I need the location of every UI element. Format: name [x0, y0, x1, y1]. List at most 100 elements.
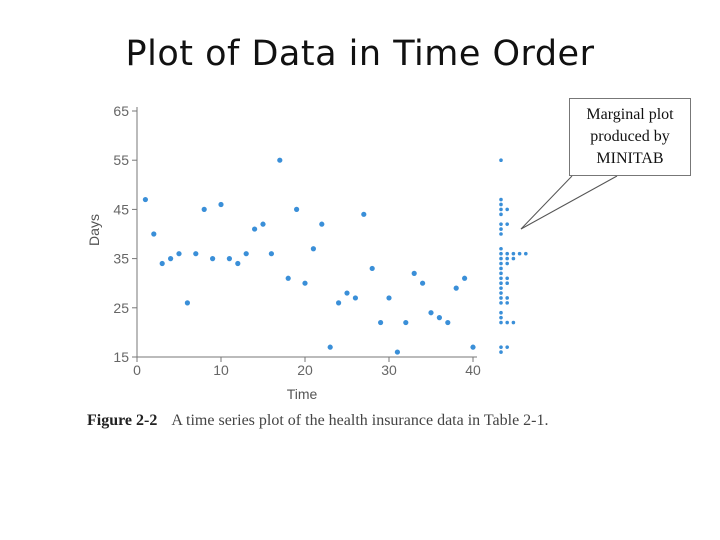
data-point: [420, 280, 426, 286]
data-point: [210, 256, 216, 262]
data-point: [327, 344, 333, 350]
callout-box: Marginal plot produced by MINITAB: [569, 98, 691, 176]
marginal-dot: [499, 222, 503, 226]
axes: 15 25 35 45 55 65 0 10 20 30 40 Time Days: [86, 103, 481, 402]
marginal-dot: [499, 202, 503, 207]
x-axis-label: Time: [287, 386, 318, 402]
marginal-dot: [499, 197, 503, 202]
x-tick-label: 20: [297, 362, 313, 378]
data-point: [369, 265, 375, 272]
data-point: [453, 285, 459, 291]
marginal-dot: [499, 256, 503, 261]
marginal-dotplot: [499, 158, 528, 354]
callout-pointer-line: [520, 175, 618, 230]
marginal-dot: [499, 296, 503, 300]
marginal-dot: [499, 212, 503, 217]
marginal-dot: [524, 251, 528, 256]
data-point: [445, 319, 451, 326]
marginal-dot: [505, 207, 510, 212]
marginal-dot: [499, 345, 503, 349]
data-point: [302, 280, 308, 286]
data-point: [319, 221, 325, 227]
data-point: [310, 246, 316, 252]
marginal-dot: [505, 301, 510, 305]
data-point: [470, 344, 476, 350]
data-point: [277, 157, 283, 163]
marginal-dot: [499, 320, 503, 325]
marginal-dot: [505, 276, 510, 281]
data-point: [462, 275, 468, 281]
data-point: [151, 231, 157, 237]
marginal-dot: [505, 222, 510, 226]
marginal-dot: [499, 158, 503, 162]
marginal-dot: [499, 286, 503, 290]
figure-caption: Figure 2-2 A time series plot of the heal…: [87, 412, 549, 430]
marginal-dot: [499, 291, 503, 295]
marginal-dot: [499, 227, 503, 231]
data-point: [394, 349, 400, 355]
data-point: [352, 295, 358, 301]
caption-text: A time series plot of the health insuran…: [171, 412, 549, 429]
callout-pointer-line: [520, 175, 573, 230]
data-point: [336, 300, 342, 306]
marginal-dot: [499, 281, 503, 286]
y-tick-label: 55: [113, 152, 129, 168]
marginal-dot: [505, 281, 510, 286]
data-point: [436, 315, 442, 321]
marginal-dot: [499, 207, 503, 212]
data-point: [176, 251, 182, 257]
marginal-dot: [499, 350, 503, 354]
marginal-dot: [511, 256, 516, 261]
data-point: [403, 319, 409, 326]
y-tick-label: 65: [113, 103, 129, 119]
data-point: [378, 319, 384, 326]
marginal-dot: [505, 345, 510, 349]
data-point: [252, 226, 258, 232]
callout-text: Marginal plot produced by MINITAB: [586, 106, 674, 167]
data-point: [411, 270, 417, 276]
marginal-dot: [505, 251, 510, 256]
x-tick-label: 0: [133, 362, 141, 378]
marginal-dot: [505, 261, 510, 266]
marginal-dot: [499, 232, 503, 236]
x-tick-label: 10: [213, 362, 229, 378]
marginal-dot: [499, 310, 503, 315]
figure-number: Figure 2-2: [87, 412, 158, 429]
data-point: [193, 251, 199, 257]
data-point: [218, 201, 224, 208]
data-point: [243, 251, 249, 257]
data-point: [386, 295, 392, 301]
marginal-dot: [499, 261, 503, 266]
data-point: [226, 256, 232, 262]
marginal-dot: [499, 246, 503, 251]
y-tick-label: 45: [113, 201, 129, 217]
data-point: [159, 260, 165, 267]
marginal-dot: [517, 251, 522, 256]
marginal-dot: [505, 296, 510, 300]
y-tick-label: 25: [113, 300, 129, 316]
data-point: [268, 251, 274, 257]
marginal-dot: [505, 320, 510, 325]
marginal-dot: [499, 301, 503, 305]
marginal-dot: [499, 251, 503, 256]
data-point: [168, 256, 174, 262]
data-point: [294, 206, 300, 212]
data-point: [142, 196, 148, 203]
data-point: [285, 275, 291, 281]
data-point: [428, 310, 434, 316]
data-point: [260, 221, 266, 227]
y-axis-label: Days: [86, 214, 102, 246]
x-tick-label: 40: [465, 362, 481, 378]
marginal-dot: [499, 266, 503, 271]
marginal-dot: [499, 276, 503, 281]
data-point: [344, 290, 350, 296]
data-point: [235, 260, 241, 267]
marginal-dot: [499, 271, 503, 276]
data-point: [184, 300, 190, 306]
data-points: [142, 157, 476, 355]
y-tick-label: 35: [113, 251, 129, 267]
marginal-dot: [511, 251, 516, 256]
marginal-dot: [505, 256, 510, 261]
